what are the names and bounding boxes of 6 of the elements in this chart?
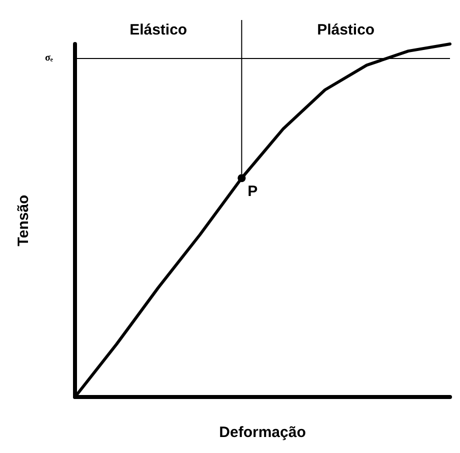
x-axis-title: Deformação [219, 424, 306, 441]
y-axis-title: Tensão [15, 194, 32, 246]
text: Elástico [130, 22, 188, 38]
text: Plástico [317, 22, 375, 38]
annotation: P [248, 183, 258, 200]
ref-line-label: σₑ [44, 52, 54, 64]
